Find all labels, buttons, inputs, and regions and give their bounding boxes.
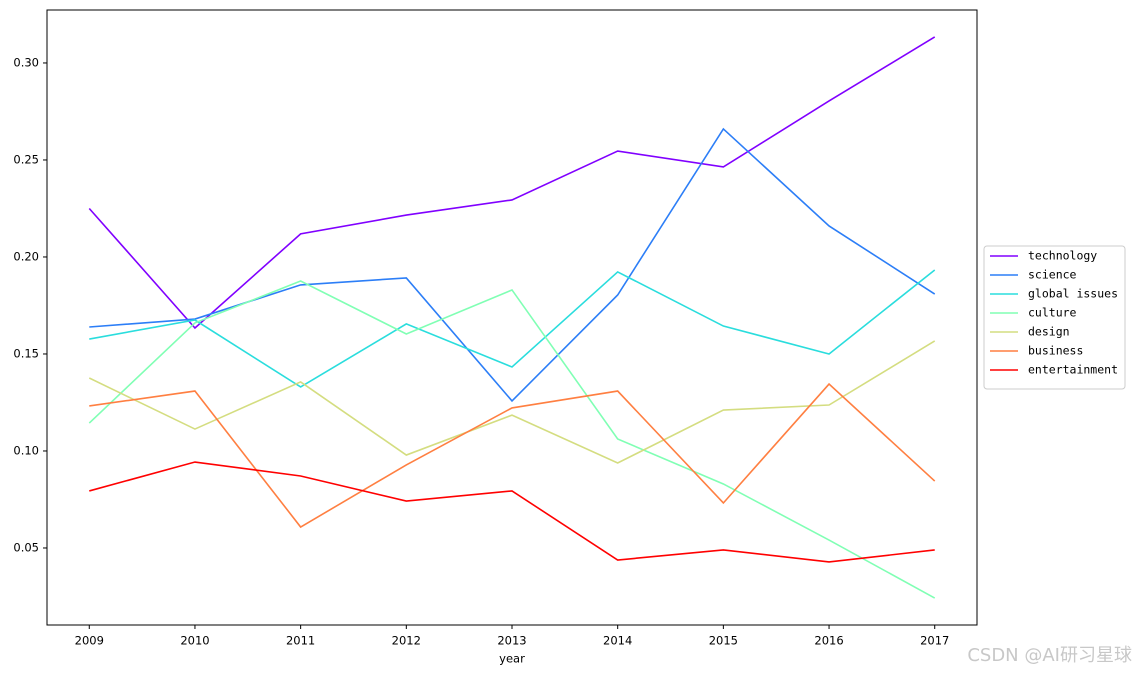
y-tick-label: 0.10 [13,443,39,457]
legend-label: culture [1028,306,1077,320]
y-tick-label: 0.15 [13,346,39,360]
series-line [89,461,935,563]
legend-label: design [1028,325,1070,339]
legend-label: global issues [1028,287,1118,301]
x-axis-label: year [499,652,525,666]
x-tick-label: 2015 [709,634,738,648]
legend-label: science [1028,268,1077,282]
x-tick-label: 2011 [286,634,315,648]
legend-box [983,245,1126,390]
x-tick-label: 2016 [814,634,843,648]
y-tick-label: 0.30 [13,55,39,69]
x-tick-label: 2009 [75,634,104,648]
x-tick-label: 2013 [497,634,526,648]
legend-label: technology [1028,249,1097,263]
series-line [88,36,936,330]
series-line [88,280,936,599]
series-line [88,340,936,464]
y-tick-label: 0.05 [13,540,39,554]
series-line [89,269,936,388]
x-tick-label: 2010 [180,634,209,648]
y-tick-label: 0.25 [13,152,39,166]
legend-label: entertainment [1028,363,1118,377]
x-tick-label: 2017 [920,634,949,648]
legend-label: business [1028,344,1083,358]
x-tick-label: 2012 [392,634,421,648]
series-line [89,382,936,529]
x-tick-label: 2014 [603,634,632,648]
watermark: CSDN @AI研习星球 [967,645,1132,666]
y-tick-label: 0.20 [13,249,39,263]
series-line [89,127,936,403]
